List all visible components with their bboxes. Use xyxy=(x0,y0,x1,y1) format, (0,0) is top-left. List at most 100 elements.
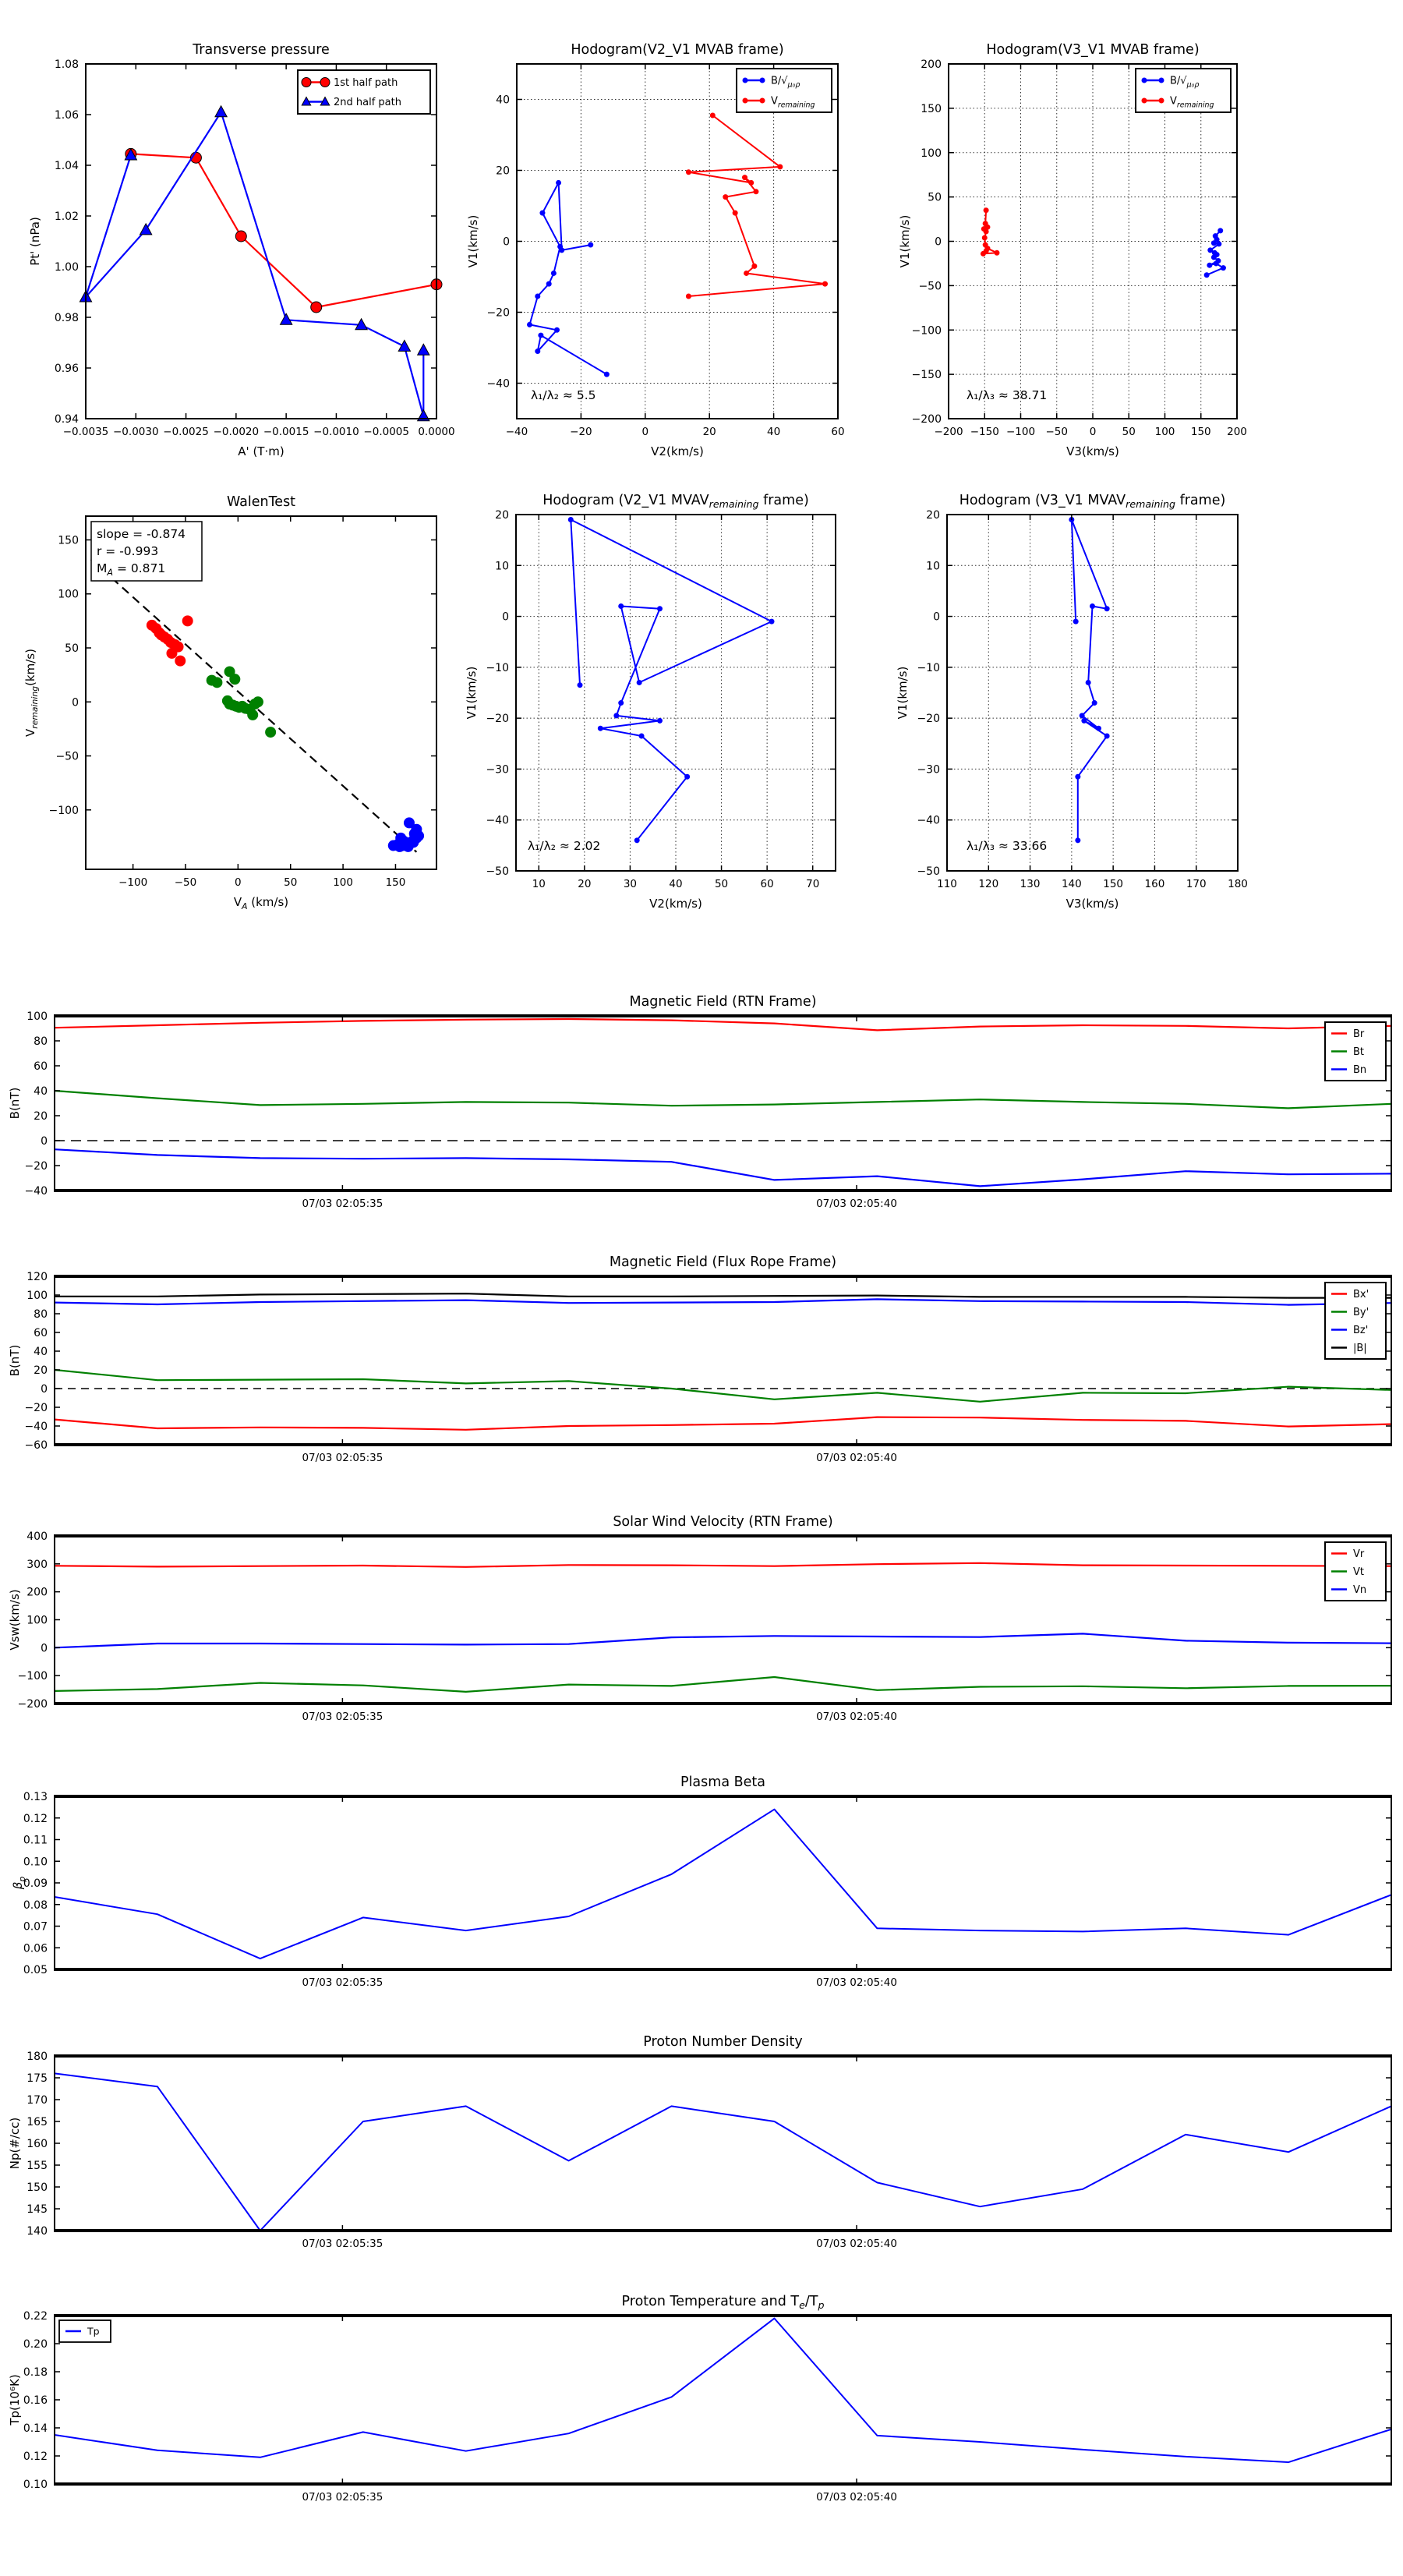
marker-circle xyxy=(411,823,422,835)
y-tick-label: −40 xyxy=(24,1185,48,1198)
series-Bx' xyxy=(54,1416,1392,1431)
x-tick-label: −0.0005 xyxy=(363,426,409,438)
stats-box-frame xyxy=(90,521,203,582)
x-tick-label: 07/03 02:05:40 xyxy=(816,1976,897,1989)
marker-circle xyxy=(1158,77,1164,83)
marker-circle xyxy=(638,733,645,739)
legend-label: Vremaining xyxy=(771,96,815,110)
y-tick-label: −150 xyxy=(912,369,942,381)
legend-label: Vn xyxy=(1353,1584,1366,1596)
legend-label: Tp xyxy=(87,2326,100,2337)
marker-triangle xyxy=(214,104,228,118)
series-markers-V remaining xyxy=(685,112,829,299)
series-Np xyxy=(54,2072,1392,2231)
legend: 1st half path 2nd half path xyxy=(297,69,431,115)
marker-circle xyxy=(550,270,557,276)
series-Bn xyxy=(54,1148,1392,1187)
marker-circle xyxy=(1091,700,1097,706)
x-tick-label: 70 xyxy=(806,878,819,890)
y-axis-label: Pt' (nPa) xyxy=(28,217,42,266)
x-tick-label: 07/03 02:05:35 xyxy=(302,1711,383,1723)
y-axis-label: Tp(10⁶K) xyxy=(8,2374,22,2426)
y-tick-label: −20 xyxy=(24,1402,48,1414)
legend-label: Bz' xyxy=(1353,1325,1368,1336)
chart-hodogram-v3v1-mvab: −200 −150 −100 −50 0 50 100 150 200−200−150−100−… xyxy=(898,42,1247,458)
marker-circle xyxy=(247,709,259,720)
x-tick-label: −100 xyxy=(118,876,147,889)
y-tick-label: −100 xyxy=(912,324,942,337)
marker-triangle xyxy=(355,317,369,331)
y-tick-label: 10 xyxy=(495,560,509,572)
marker-circle xyxy=(1203,272,1210,278)
y-axis-label: V1(km/s) xyxy=(465,667,479,720)
x-tick-label: −0.0010 xyxy=(313,426,359,438)
axes-frame xyxy=(54,2315,1392,2485)
tick-labels: 07/03 02:05:35 07/03 02:05:40 0.05 0.06 0.07… xyxy=(23,1791,1391,1989)
y-tick-label: 50 xyxy=(65,642,79,655)
y-tick-label: −10 xyxy=(486,662,509,674)
tick-labels: −100 −50 0 50 100 150 −100 −50 0 50 100 150 xyxy=(49,516,436,889)
marker-circle xyxy=(166,647,178,659)
marker-circle xyxy=(539,210,546,216)
marker-circle xyxy=(657,717,663,724)
legend: Vr Vt Vn xyxy=(1324,1541,1387,1601)
axes-frame xyxy=(85,63,437,419)
legend-label: |B| xyxy=(1353,1343,1367,1354)
annotation-text: λ₁/λ₃ ≈ 38.71 xyxy=(967,388,1047,402)
y-tick-label: 0.10 xyxy=(23,1856,48,1868)
y-tick-label: −40 xyxy=(917,815,940,827)
y-tick-label: 40 xyxy=(34,1085,48,1098)
chart-title: Hodogram (V2_V1 MVAVremaining frame) xyxy=(542,493,809,510)
x-tick-label: 150 xyxy=(386,876,406,889)
x-tick-label: 120 xyxy=(978,878,998,890)
series-markers-second-half xyxy=(387,817,425,852)
marker-circle xyxy=(759,97,765,104)
marker-circle xyxy=(1090,603,1095,610)
y-tick-label: −50 xyxy=(486,865,509,878)
axes-frame xyxy=(85,515,437,870)
marker-circle xyxy=(983,207,989,214)
series-markers-1st half path xyxy=(125,147,443,313)
y-tick-label: 0.12 xyxy=(23,2450,48,2463)
stats-line: slope = -0.874 xyxy=(97,527,186,541)
y-tick-label: 0 xyxy=(72,696,79,709)
x-tick-label: −50 xyxy=(175,876,197,889)
y-tick-label: 145 xyxy=(27,2203,48,2216)
marker-circle xyxy=(588,242,594,248)
y-tick-label: 150 xyxy=(58,534,79,547)
y-tick-label: 0.94 xyxy=(55,413,79,426)
tick-labels: −40 −20 0 20 40 60 −40 −20 0 20 40 xyxy=(486,64,845,438)
legend-label: Bt xyxy=(1353,1046,1364,1058)
axes-frame xyxy=(54,1535,1392,1704)
x-tick-label: 10 xyxy=(532,878,546,890)
series-2nd half path xyxy=(84,111,425,417)
x-tick-label: 160 xyxy=(1145,878,1165,890)
marker-circle xyxy=(753,189,759,195)
y-axis-label: V1(km/s) xyxy=(466,215,480,268)
series-Tp xyxy=(54,2317,1392,2464)
y-tick-label: 0.18 xyxy=(23,2366,48,2379)
series-markers-V2_V1 path xyxy=(567,517,775,844)
y-tick-label: −30 xyxy=(917,763,940,776)
marker-triangle xyxy=(139,222,153,235)
chart-hodogram-v3v1-mvav: 110 120 130 140 150 160 170 180 −50 −40 −30 −20 −10 0… xyxy=(896,493,1248,911)
marker-circle xyxy=(1210,254,1217,260)
y-tick-label: 1.04 xyxy=(55,160,79,172)
legend-label: 1st half path xyxy=(334,77,398,89)
x-tick-label: 150 xyxy=(1191,426,1211,438)
legend-label: Br xyxy=(1353,1028,1365,1040)
tick-labels: 10 20 30 40 50 60 70 −50 −40 −30 −20 −10 0 10 20 xyxy=(486,509,836,890)
marker-circle xyxy=(748,179,755,186)
chart-plasma-beta: 07/03 02:05:35 07/03 02:05:40 0.05 0.06 0.07… xyxy=(11,1775,1392,1989)
y-tick-label: 155 xyxy=(27,2160,48,2172)
y-tick-label: 10 xyxy=(926,560,940,572)
series-V3_V1 path xyxy=(1070,518,1108,840)
legend-box xyxy=(1324,1541,1387,1601)
series-Vr xyxy=(54,1562,1392,1568)
marker-circle xyxy=(535,349,541,355)
y-tick-label: 100 xyxy=(27,1010,48,1023)
x-axis-label: V2(km/s) xyxy=(651,444,704,458)
marker-circle xyxy=(301,77,312,87)
x-tick-label: 07/03 02:05:35 xyxy=(302,1452,383,1464)
y-tick-label: 20 xyxy=(496,165,510,178)
